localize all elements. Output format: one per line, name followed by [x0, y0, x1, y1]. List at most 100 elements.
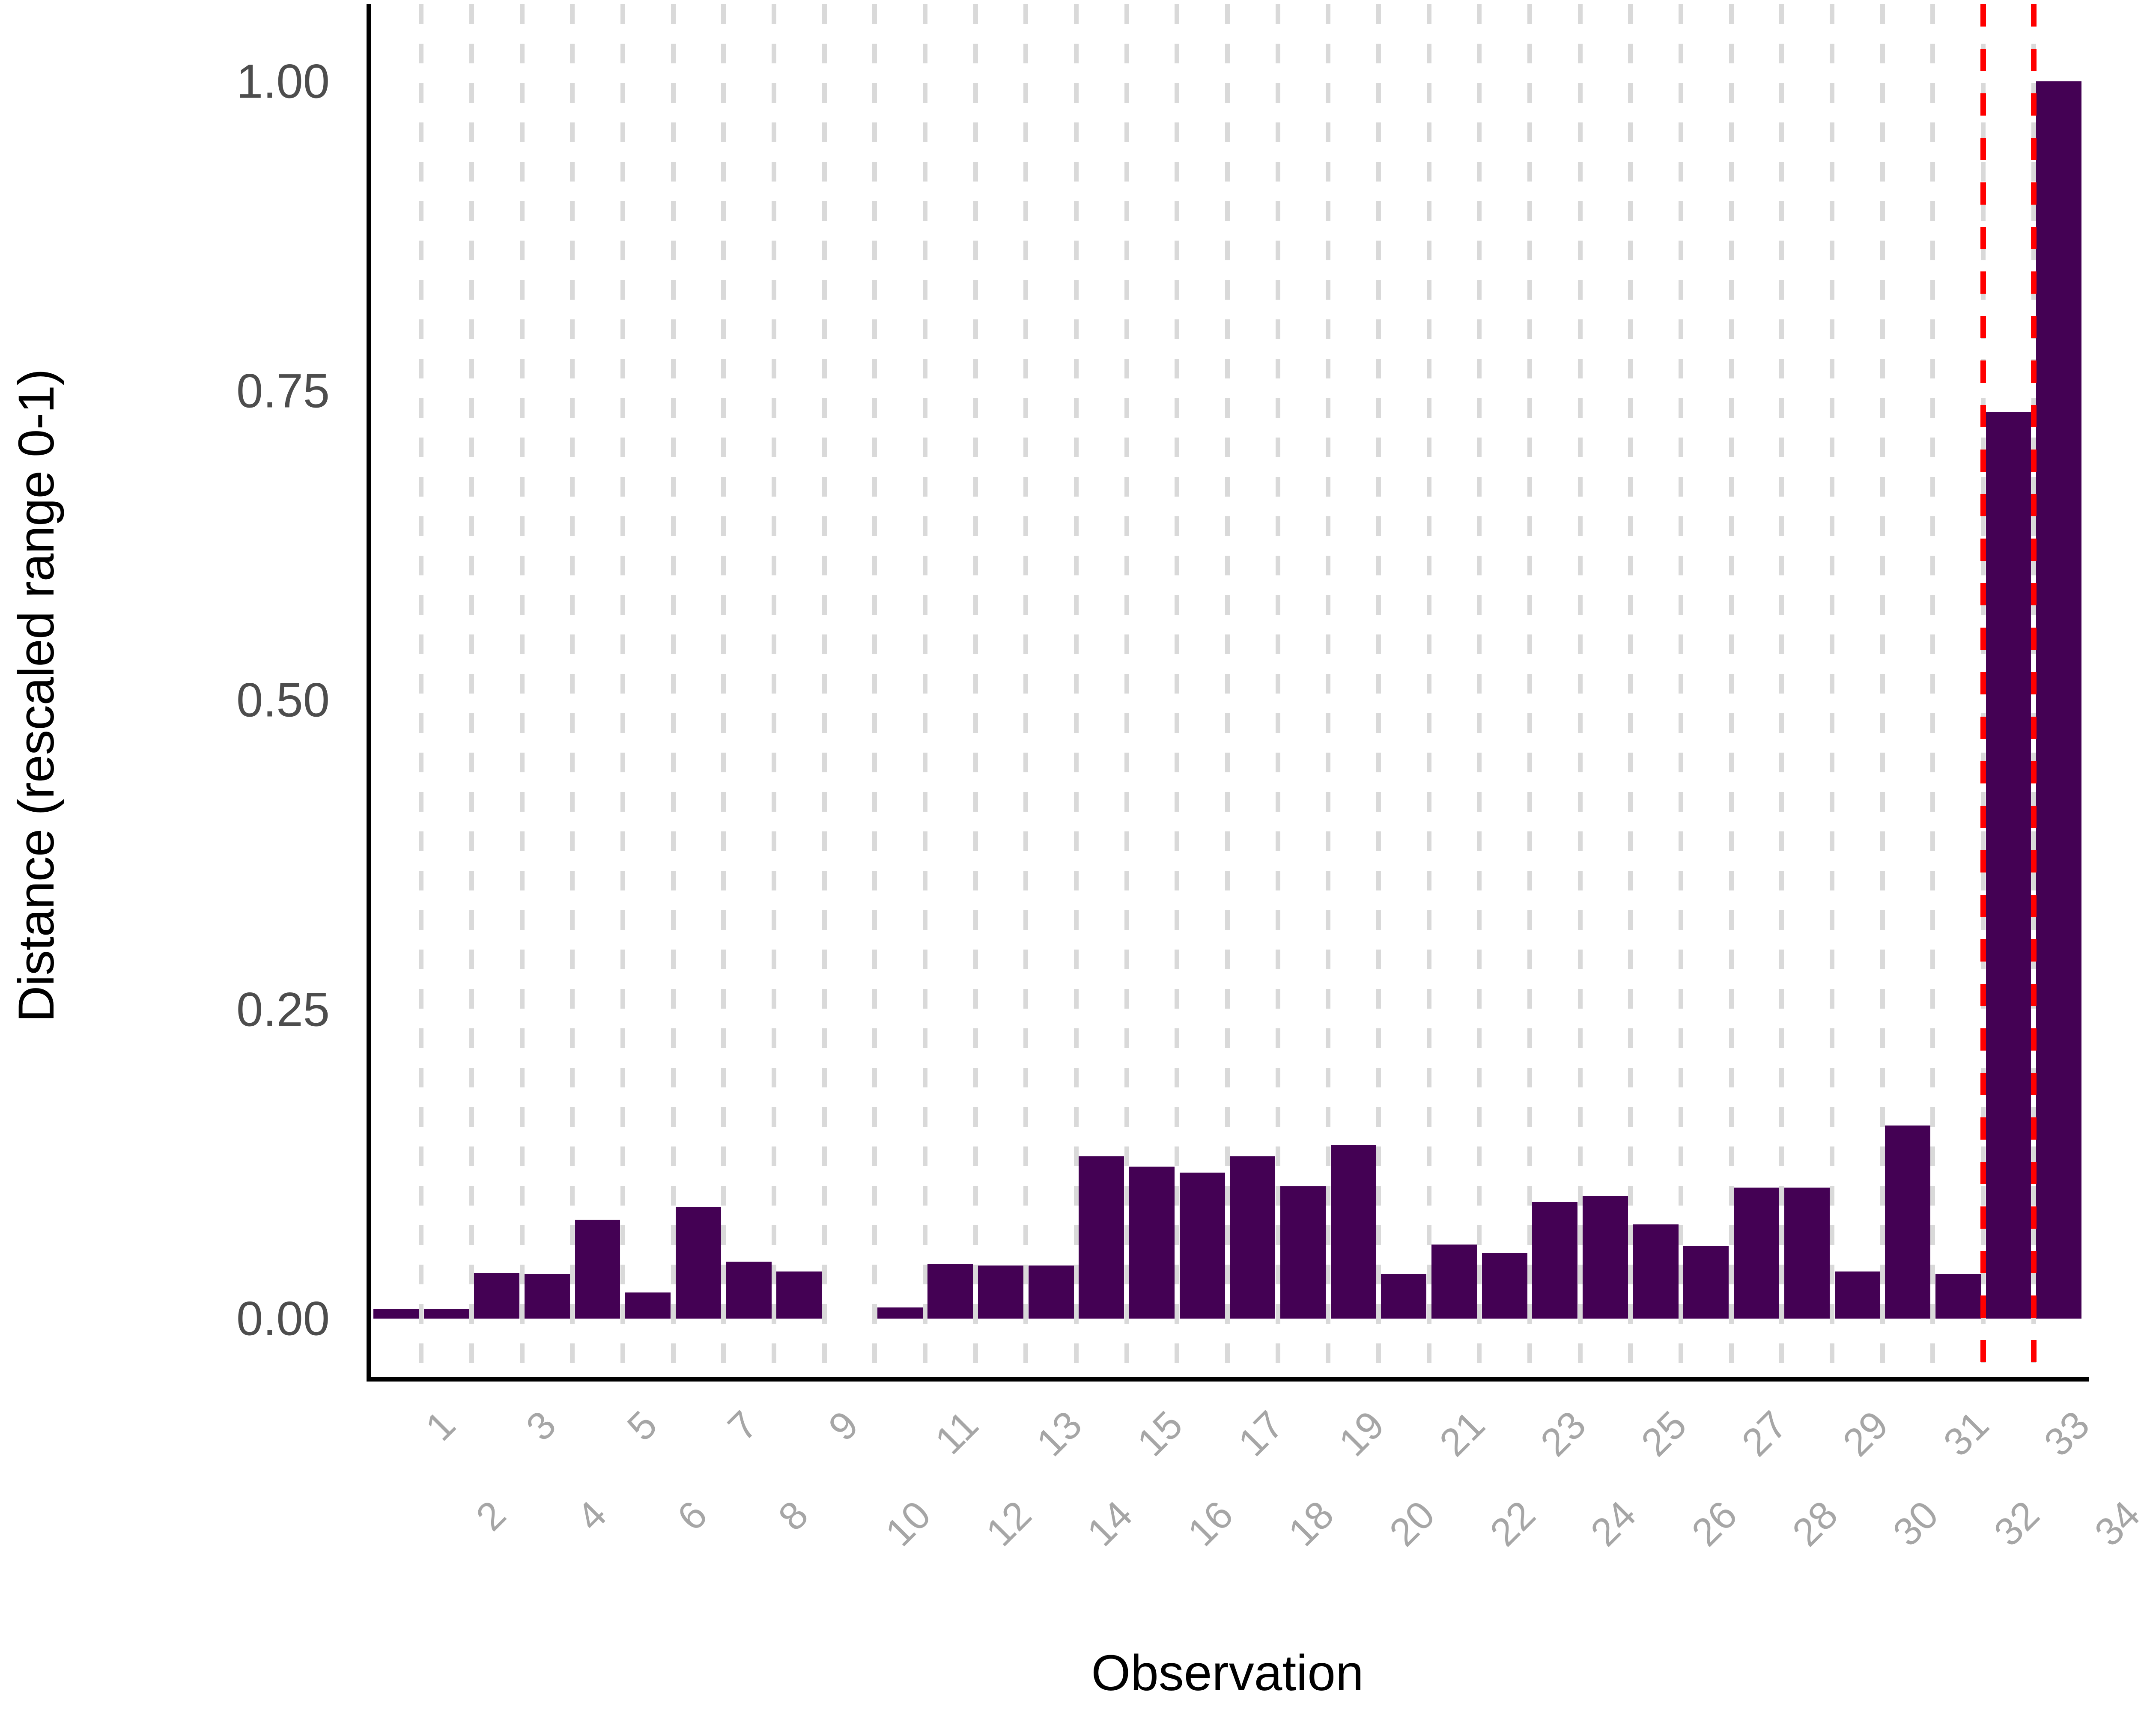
- vertical-gridline: [1326, 4, 1331, 1379]
- x-tick-label: 25: [1633, 1402, 1695, 1465]
- bar-observation-19[interactable]: [1280, 1186, 1326, 1319]
- x-tick-label: 5: [619, 1402, 665, 1450]
- bar-observation-23[interactable]: [1482, 1253, 1527, 1319]
- bar-observation-5[interactable]: [575, 1219, 620, 1319]
- vertical-gridline: [1880, 4, 1885, 1379]
- x-tick-label: 16: [1179, 1492, 1242, 1555]
- vertical-gridline: [1779, 4, 1784, 1379]
- bar-observation-29[interactable]: [1784, 1187, 1830, 1319]
- x-tick-label: 15: [1129, 1402, 1191, 1465]
- bar-observation-14[interactable]: [1028, 1265, 1074, 1319]
- bar-observation-4[interactable]: [524, 1274, 570, 1319]
- x-tick-label: 32: [1986, 1492, 2048, 1555]
- vertical-gridline: [1477, 4, 1482, 1379]
- x-tick-label: 13: [1028, 1402, 1091, 1465]
- vertical-gridline: [620, 4, 625, 1379]
- x-tick-label: 12: [978, 1492, 1040, 1555]
- x-tick-label: 20: [1381, 1492, 1443, 1555]
- y-tick-label: 1.00: [236, 54, 330, 108]
- y-axis-line: [367, 4, 371, 1379]
- vertical-gridline: [469, 4, 474, 1379]
- plot-panel: [371, 4, 2084, 1379]
- x-tick-label: 1: [417, 1402, 464, 1450]
- vertical-gridline: [519, 4, 525, 1379]
- x-tick-label: 24: [1583, 1492, 1645, 1555]
- vertical-gridline: [1930, 4, 1935, 1379]
- x-tick-label: 11: [927, 1402, 987, 1463]
- x-tick-label: 7: [719, 1402, 766, 1450]
- bar-observation-16[interactable]: [1129, 1166, 1175, 1319]
- y-tick-label: 0.00: [236, 1292, 330, 1346]
- bar-observation-25[interactable]: [1583, 1196, 1628, 1319]
- vertical-gridline: [1023, 4, 1029, 1379]
- bar-observation-18[interactable]: [1230, 1156, 1276, 1319]
- bar-observation-28[interactable]: [1734, 1187, 1780, 1319]
- bar-observation-8[interactable]: [726, 1262, 772, 1319]
- bar-observation-30[interactable]: [1834, 1271, 1880, 1319]
- bar-observation-31[interactable]: [1885, 1126, 1931, 1319]
- bar-observation-32[interactable]: [1935, 1274, 1981, 1319]
- x-tick-label: 9: [820, 1402, 867, 1450]
- x-axis-ticks: 1 2 3 4 5 6 7 8 9 10 11 12 13 14 15 16 17 18 19 20 21 22 23 24 2…: [371, 1385, 2141, 1625]
- y-axis-ticks: 1.00 0.75 0.50 0.25 0.00: [73, 0, 347, 1391]
- vertical-gridline: [1426, 4, 1431, 1379]
- bar-observation-11[interactable]: [877, 1307, 923, 1319]
- vertical-gridline: [1527, 4, 1533, 1379]
- x-tick-label: 17: [1230, 1402, 1292, 1465]
- bar-observation-26[interactable]: [1633, 1224, 1679, 1319]
- x-tick-label: 30: [1885, 1492, 1947, 1555]
- bar-observation-13[interactable]: [978, 1265, 1023, 1319]
- x-tick-label: 31: [1935, 1402, 1998, 1465]
- bar-observation-27[interactable]: [1683, 1245, 1729, 1319]
- vertical-gridline: [1679, 4, 1684, 1379]
- vertical-gridline: [1729, 4, 1734, 1379]
- bar-observation-21[interactable]: [1381, 1274, 1427, 1319]
- bar-observation-22[interactable]: [1431, 1244, 1477, 1319]
- vertical-gridline: [1830, 4, 1835, 1379]
- x-tick-label: 22: [1482, 1492, 1544, 1555]
- vertical-gridline: [1225, 4, 1230, 1379]
- vertical-gridline: [1175, 4, 1180, 1379]
- x-axis-line: [367, 1377, 2089, 1382]
- bar-observation-33[interactable]: [1986, 411, 2031, 1319]
- y-tick-label: 0.25: [236, 983, 330, 1036]
- bar-observation-20[interactable]: [1330, 1145, 1376, 1319]
- outlier-threshold-line: [1980, 4, 1986, 1379]
- bar-observation-3[interactable]: [474, 1273, 520, 1319]
- x-tick-label: 34: [2086, 1492, 2141, 1555]
- vertical-gridline: [1124, 4, 1129, 1379]
- bar-observation-6[interactable]: [625, 1292, 671, 1319]
- bar-observation-34[interactable]: [2036, 81, 2082, 1319]
- x-tick-label: 4: [568, 1492, 615, 1539]
- x-tick-label: 8: [770, 1492, 817, 1539]
- bar-observation-12[interactable]: [927, 1264, 973, 1319]
- x-tick-label: 26: [1683, 1492, 1745, 1555]
- bar-observation-1[interactable]: [373, 1308, 419, 1319]
- x-tick-label: 2: [468, 1492, 514, 1539]
- vertical-gridline: [1376, 4, 1381, 1379]
- x-tick-label: 19: [1330, 1402, 1393, 1465]
- vertical-gridline: [822, 4, 827, 1379]
- y-tick-label: 0.50: [236, 673, 330, 727]
- vertical-gridline: [721, 4, 726, 1379]
- bar-observation-7[interactable]: [675, 1207, 721, 1319]
- x-tick-label: 18: [1280, 1492, 1342, 1555]
- x-tick-label: 28: [1784, 1492, 1846, 1555]
- vertical-gridline: [671, 4, 676, 1379]
- x-tick-label: 6: [669, 1492, 716, 1539]
- bar-observation-24[interactable]: [1532, 1202, 1578, 1319]
- outlier-threshold-line: [2031, 4, 2037, 1379]
- vertical-gridline: [1275, 4, 1280, 1379]
- bar-observation-2[interactable]: [423, 1308, 469, 1319]
- bar-observation-17[interactable]: [1179, 1172, 1225, 1319]
- vertical-gridline: [1628, 4, 1633, 1379]
- x-tick-label: 3: [518, 1402, 565, 1450]
- y-axis-title: Distance (rescaled range 0-1): [8, 369, 65, 1022]
- bar-observation-9[interactable]: [776, 1271, 822, 1319]
- x-tick-label: 21: [1431, 1402, 1494, 1465]
- y-tick-label: 0.75: [236, 364, 330, 417]
- x-tick-label: 27: [1734, 1402, 1796, 1465]
- bar-observation-15[interactable]: [1079, 1156, 1124, 1319]
- vertical-gridline: [419, 4, 424, 1379]
- x-tick-label: 29: [1834, 1402, 1896, 1465]
